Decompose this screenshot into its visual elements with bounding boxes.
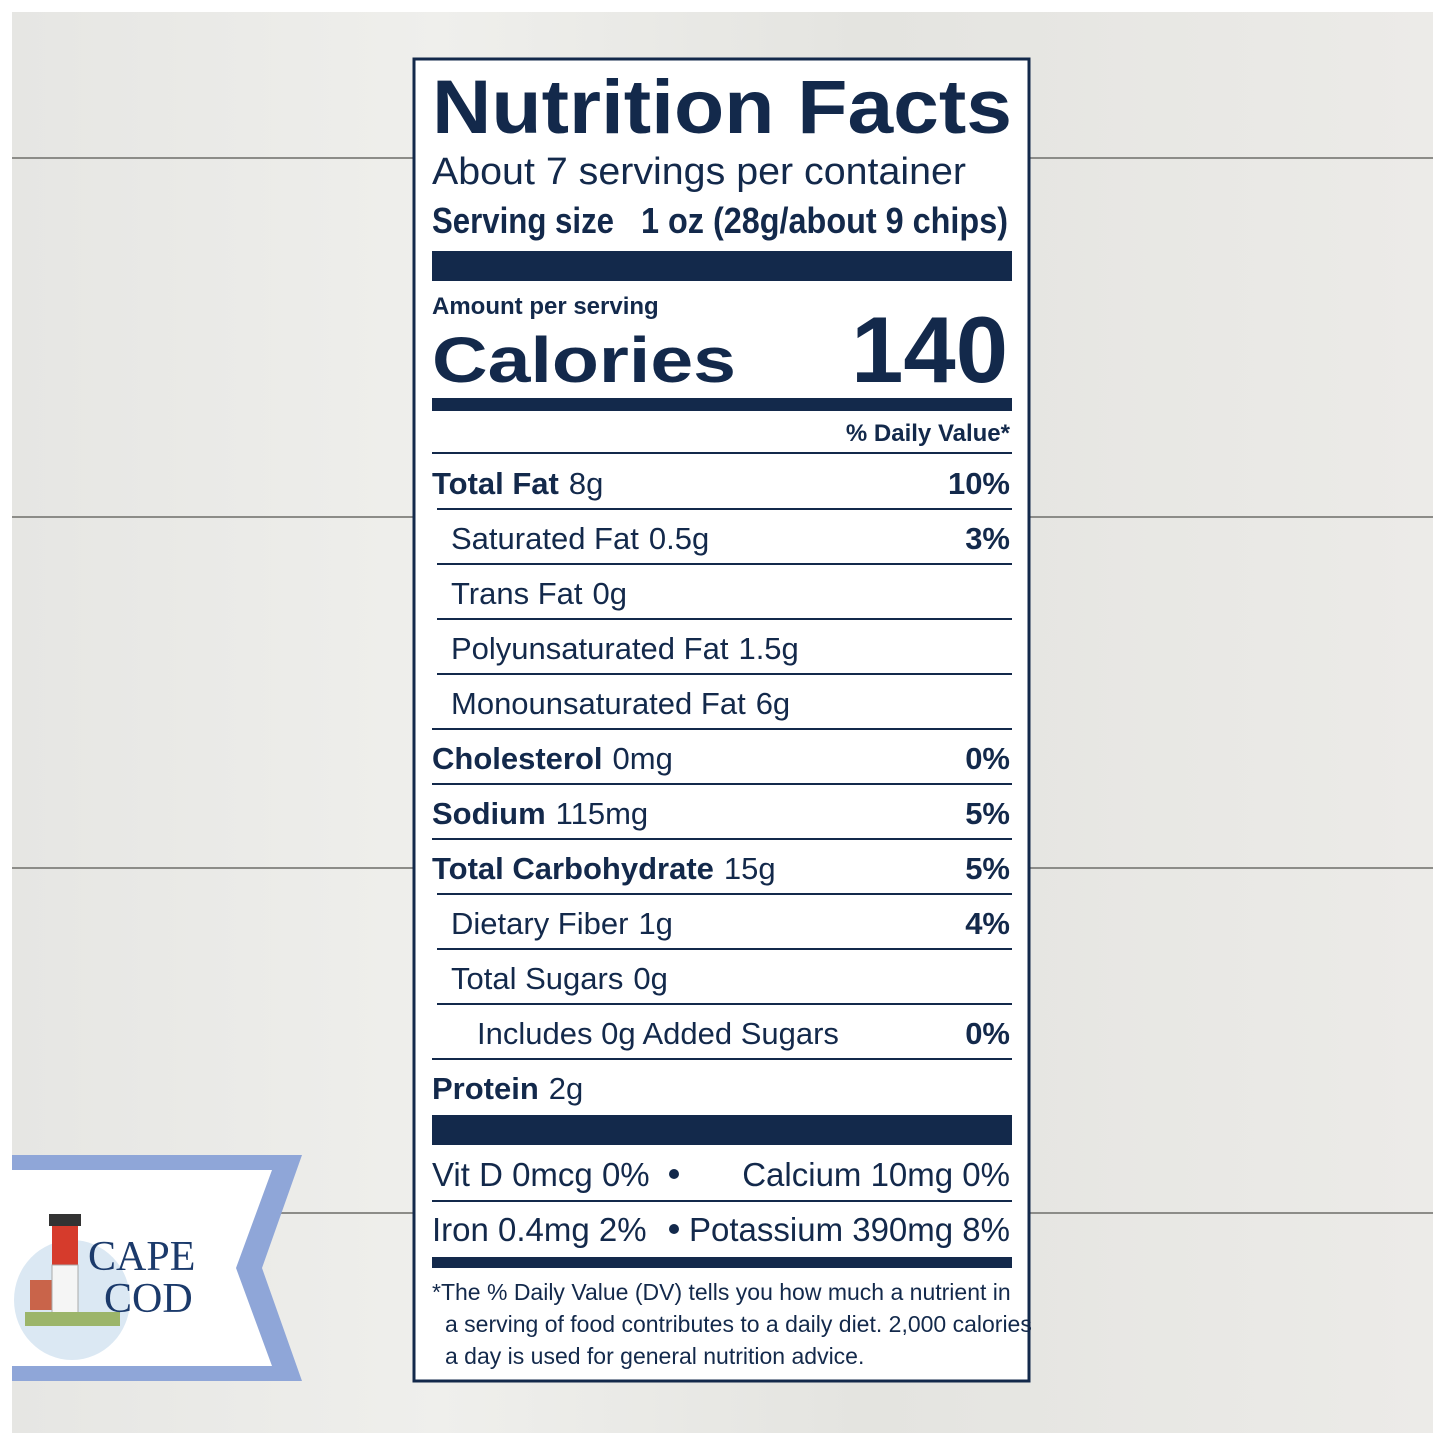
mineral: Potassium 390mg 8% [689,1211,1010,1248]
serving-size-value: 1 oz (28g/about 9 chips) [641,200,1008,241]
dv-header: % Daily Value* [846,420,1011,447]
brand-text: CAPE [88,1234,195,1280]
calories-value: 140 [851,297,1008,402]
nutrient-name: Sodium [432,796,546,831]
nutrient-amount: 6g [756,686,790,721]
nutrient-name: Total Carbohydrate [432,851,714,886]
nutrient-name: Includes 0g Added Sugars [477,1016,839,1051]
thick-rule [432,1115,1012,1145]
nutrient-amount: 15g [724,851,776,886]
nutrient: Total Sugars 0g [451,961,668,996]
nutrient-amount: 0.5g [649,521,709,556]
nutrient-dv: 5% [965,851,1010,886]
nutrient-name: Total Fat [432,466,559,501]
nutrient: Sodium 115mg [432,796,648,831]
calories-label: Calories [432,324,736,396]
nutrient: Total Carbohydrate 15g [432,851,776,886]
nutrient: Monounsaturated Fat 6g [451,686,790,721]
serving-size-label: Serving size [432,200,614,241]
footnote: a day is used for general nutrition advi… [445,1343,864,1369]
nutrient-rows: Total Fat 8g 10% Saturated Fat 0.5g 3% Trans F… [432,466,1012,1106]
nutrient-amount: 115mg [556,796,649,831]
amount-per-serving: Amount per serving [432,293,659,320]
nutrient-amount: 1.5g [738,631,798,666]
footnote: *The % Daily Value (DV) tells you how mu… [432,1279,1011,1305]
nutrient: Polyunsaturated Fat 1.5g [451,631,799,666]
bullet [669,1224,679,1234]
brand-text: COD [104,1276,193,1322]
nutrient: Saturated Fat 0.5g [451,521,709,556]
nutrient: Protein 2g [432,1071,583,1106]
nutrient: Total Fat 8g [432,466,603,501]
nutrient-amount: 2g [549,1071,583,1106]
nutrient-amount: 8g [569,466,603,501]
nutrient-amount: 0g [633,961,667,996]
nutrient-name: Polyunsaturated Fat [451,631,729,666]
mineral: Vit D 0mcg 0% [432,1156,650,1193]
medium-rule [432,398,1012,411]
footnote: a serving of food contributes to a daily… [445,1311,1032,1337]
nutrient: Cholesterol 0mg [432,741,673,776]
nutrient-name: Trans Fat [451,576,583,611]
nutrient-amount: 0mg [613,741,673,776]
nutrient-name: Dietary Fiber [451,906,628,941]
servings: About 7 servings per container [432,151,966,193]
nutrient-name: Protein [432,1071,539,1106]
title: Nutrition Facts [432,65,1012,150]
nutrient: Dietary Fiber 1g [451,906,673,941]
thick-rule [432,251,1012,281]
mineral: Iron 0.4mg 2% [432,1211,647,1248]
nutrient-amount: 0g [593,576,627,611]
nutrient: Trans Fat 0g [451,576,627,611]
nutrient-name: Saturated Fat [451,521,639,556]
bullet [669,1169,679,1179]
nutrient-dv: 10% [948,466,1010,501]
nutrient-dv: 0% [965,1016,1010,1051]
nutrient-dv: 4% [965,906,1010,941]
nutrient-dv: 3% [965,521,1010,556]
nutrient-dv: 5% [965,796,1010,831]
brand-logo: CAPE COD [12,1155,302,1381]
medium-rule [432,1257,1012,1268]
mineral: Calcium 10mg 0% [742,1156,1010,1193]
nutrient-dv: 0% [965,741,1010,776]
nutrient-name: Monounsaturated Fat [451,686,746,721]
nutrient-amount: 1g [638,906,672,941]
nutrient-name: Cholesterol [432,741,603,776]
nutrient-name: Total Sugars [451,961,623,996]
nutrient: Includes 0g Added Sugars [477,1016,839,1051]
